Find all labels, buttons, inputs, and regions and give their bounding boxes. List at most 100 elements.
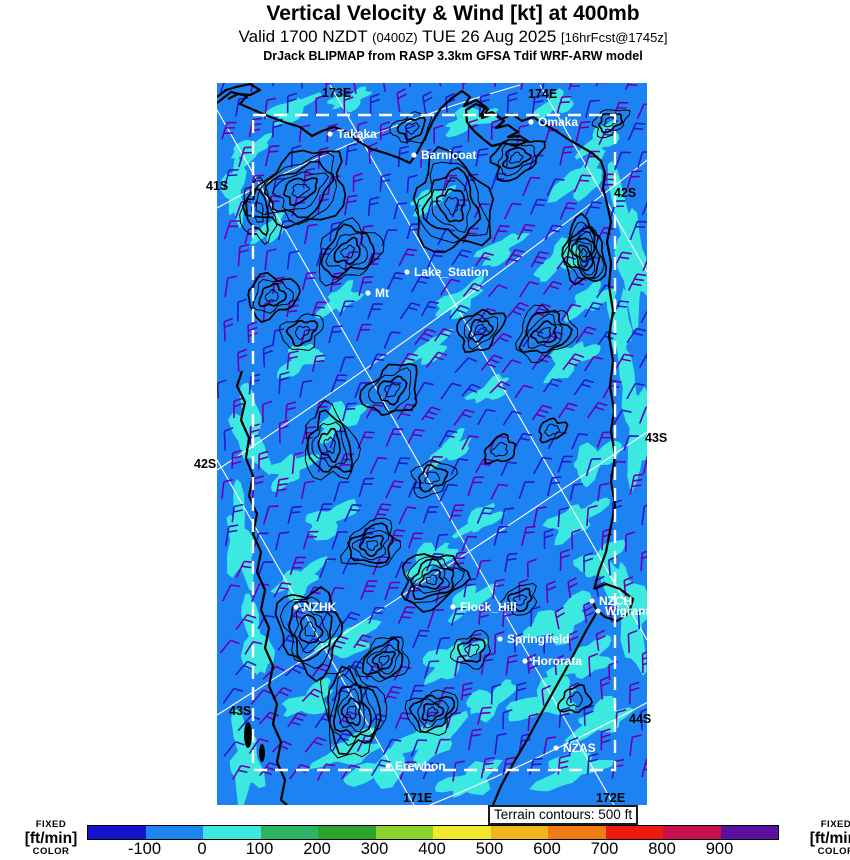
wind-barb <box>235 660 257 676</box>
cyan-lift-patch <box>572 539 626 578</box>
wind-barb <box>372 503 392 523</box>
colorbar-segment <box>260 826 318 839</box>
cyan-lift-patch <box>305 498 359 541</box>
wind-barb <box>302 530 319 550</box>
cyan-lift-patch <box>564 695 636 745</box>
wind-barb <box>221 478 234 500</box>
graticule-line <box>217 159 647 471</box>
lake <box>244 722 252 748</box>
wind-barb <box>237 298 248 322</box>
wind-barb <box>343 90 354 114</box>
terrain-contour <box>351 529 390 561</box>
wind-barb <box>433 328 453 342</box>
wind-barb <box>558 402 578 419</box>
colorbar-segment <box>203 826 261 839</box>
wind-barb <box>301 426 317 445</box>
wind-barb <box>414 328 437 346</box>
wind-barb <box>503 202 522 220</box>
wind-barb <box>286 250 299 270</box>
terrain-contour <box>366 540 379 551</box>
wind-barb <box>460 682 473 701</box>
wind-barb <box>586 753 599 775</box>
geo-grid-label: 171E <box>403 791 432 805</box>
wind-barb <box>304 736 327 753</box>
wind-barb <box>599 675 611 700</box>
wind-barb <box>393 457 411 474</box>
station-label: Barnicoat <box>421 148 476 162</box>
wind-barb <box>625 531 636 552</box>
wind-barb <box>223 426 234 451</box>
terrain-contour <box>325 232 369 271</box>
wind-barb <box>527 713 539 732</box>
wind-barb <box>543 528 554 549</box>
terrain-contour <box>566 226 601 280</box>
terrain-contour-layer <box>239 109 631 759</box>
terrain-contour <box>245 187 270 237</box>
wind-barb <box>315 94 326 117</box>
terrain-contour <box>358 534 385 557</box>
wind-barb <box>514 384 534 399</box>
cyan-lift-patch <box>229 709 266 805</box>
wind-barb <box>396 88 407 113</box>
colorbar-segment <box>663 826 721 839</box>
wind-barb <box>626 382 645 400</box>
terrain-contour <box>529 319 558 344</box>
wind-barb <box>398 248 418 267</box>
wind-barb <box>637 608 647 630</box>
wind-barb <box>461 435 479 451</box>
wind-barb <box>247 321 258 343</box>
cyan-lift-patch <box>546 634 615 680</box>
wind-barb <box>453 408 475 426</box>
wind-barb <box>476 706 492 725</box>
station-marker <box>589 598 595 604</box>
geo-grid-label: 43S <box>645 431 667 445</box>
wind-barb <box>629 681 640 705</box>
cyan-lift-patch <box>270 556 329 602</box>
terrain-contour <box>337 688 366 733</box>
wind-barb <box>640 708 647 731</box>
wind-barb <box>573 379 595 396</box>
terrain-contour <box>497 143 537 177</box>
station-label: Wigram <box>605 604 649 618</box>
terrain-contour <box>306 409 353 473</box>
wind-barb <box>248 117 263 138</box>
cyan-lift-patch <box>607 161 647 330</box>
wind-barb <box>584 301 603 318</box>
wind-barb <box>528 757 543 776</box>
valid-zulu: (0400Z) <box>372 30 418 45</box>
terrain-contour <box>285 319 319 347</box>
wind-barb <box>273 582 292 598</box>
wind-barb <box>461 383 481 397</box>
wind-barb <box>506 92 518 115</box>
wind-barb <box>262 665 285 680</box>
wind-barb <box>330 374 348 393</box>
wind-barb <box>311 301 327 317</box>
cyan-lift-patch <box>317 400 370 445</box>
terrain-contours-note: Terrain contours: 500 ft <box>488 805 639 825</box>
wind-barb <box>489 380 511 394</box>
geo-grid-label: 174E <box>528 87 557 101</box>
wind-barb <box>385 428 404 447</box>
station-marker <box>522 658 528 664</box>
terrain-contour <box>512 594 528 606</box>
geo-grid-label: 43S <box>229 704 251 718</box>
wind-barb <box>626 170 642 189</box>
terrain-contour <box>332 682 372 738</box>
wind-barb <box>264 248 277 271</box>
terrain-contour <box>366 644 400 675</box>
terrain-contour <box>449 629 492 670</box>
wind-barb <box>559 548 571 572</box>
wind-barb <box>608 660 619 681</box>
wind-barb <box>379 121 390 141</box>
wind-barb <box>287 712 307 728</box>
terrain-contour <box>412 145 495 254</box>
cyan-lift-patch <box>276 343 325 380</box>
wind-barb <box>529 198 547 215</box>
terrain-contour <box>518 309 573 354</box>
wind-barb <box>422 91 433 115</box>
terrain-contour <box>311 421 348 469</box>
cyan-lift-patch <box>343 743 407 789</box>
wind-barb <box>586 401 608 419</box>
terrain-contour <box>367 367 412 413</box>
terrain-contour <box>340 696 361 727</box>
